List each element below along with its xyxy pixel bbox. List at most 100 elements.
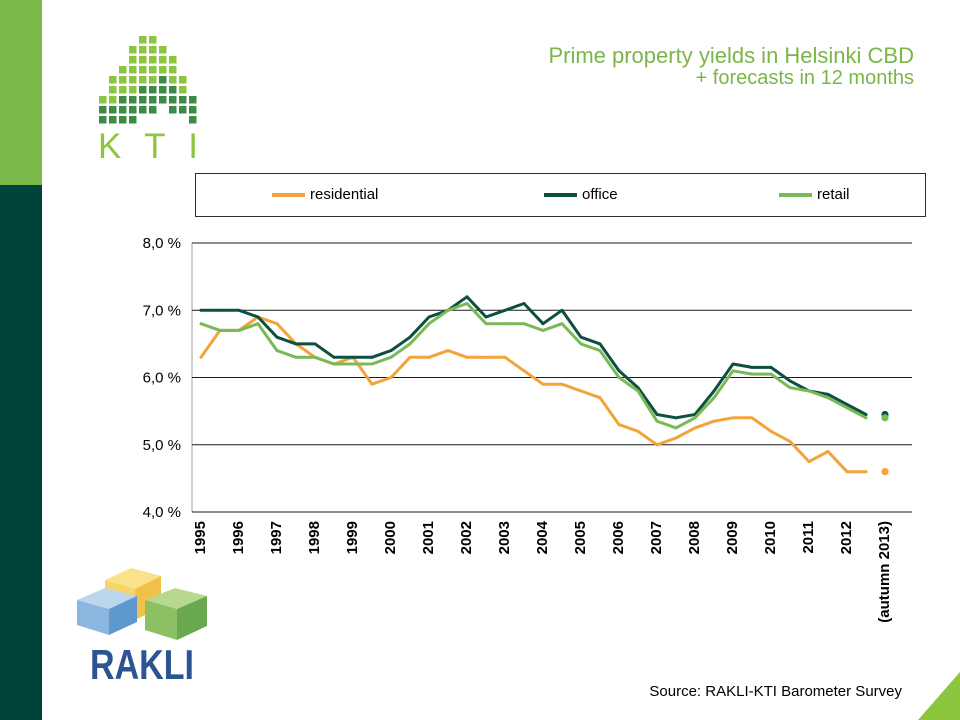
- legend-swatch-residential: [272, 193, 305, 197]
- data-point-residential: [769, 429, 773, 433]
- chart-legend: residential office retail: [195, 173, 926, 217]
- data-point-residential: [522, 369, 526, 373]
- data-point-office: [389, 349, 393, 352]
- data-point-residential: [864, 470, 868, 474]
- data-point-residential: [788, 439, 792, 443]
- line-chart: 8,0 % 7,0 % 6,0 % 5,0 % 4,0 % 1995 1996 1997 199…: [143, 235, 912, 623]
- kti-logo-block: [138, 85, 148, 115]
- data-point-office: [788, 379, 792, 383]
- x-tick-label: 1996: [230, 521, 247, 554]
- data-point-residential: [845, 470, 849, 474]
- series-residential: [199, 315, 889, 476]
- series-office: [199, 295, 889, 420]
- data-point-office: [579, 335, 583, 339]
- data-point-office: [313, 342, 317, 346]
- rakli-cube-blue-icon: [77, 588, 137, 635]
- data-point-residential: [826, 450, 830, 453]
- data-point-retail: [484, 322, 488, 326]
- forecast-point-residential: [881, 468, 889, 476]
- data-point-residential: [446, 349, 450, 352]
- data-point-retail: [427, 322, 431, 326]
- data-point-residential: [712, 419, 716, 423]
- data-point-retail: [693, 416, 697, 420]
- data-point-retail: [446, 308, 450, 312]
- rakli-logo-text: RAKLI: [90, 641, 194, 684]
- series-line-residential: [199, 315, 868, 474]
- legend-item-retail: retail: [779, 174, 850, 216]
- data-point-retail: [617, 376, 621, 379]
- kti-logo-block: [158, 75, 168, 105]
- chart-title: Prime property yields in Helsinki CBD: [548, 43, 914, 68]
- data-point-office: [674, 416, 678, 420]
- data-point-retail: [769, 372, 773, 376]
- data-point-residential: [674, 436, 678, 440]
- legend-item-office: office: [544, 174, 618, 216]
- kti-logo-block: [118, 65, 128, 95]
- data-point-residential: [560, 382, 564, 386]
- data-point-retail: [864, 416, 868, 420]
- data-point-retail: [256, 322, 260, 326]
- chart-plot-area: [199, 295, 889, 476]
- data-point-office: [712, 389, 716, 393]
- x-tick-label: 2009: [724, 521, 741, 554]
- x-tick-label: 2004: [534, 520, 551, 554]
- kti-logo-block: [168, 55, 178, 85]
- data-point-residential: [503, 355, 507, 359]
- data-point-retail: [370, 362, 374, 366]
- data-point-retail: [579, 342, 583, 346]
- data-point-retail: [275, 349, 279, 352]
- data-point-retail: [598, 349, 602, 352]
- data-point-residential: [199, 355, 203, 359]
- data-point-residential: [693, 426, 697, 430]
- data-point-office: [560, 308, 564, 312]
- data-point-residential: [579, 389, 583, 393]
- data-point-residential: [370, 382, 374, 386]
- data-point-retail: [712, 396, 716, 400]
- kti-logo-block: [148, 35, 158, 85]
- data-point-office: [541, 322, 545, 326]
- x-tick-label: 2007: [648, 521, 665, 554]
- data-point-retail: [731, 369, 735, 373]
- data-point-retail: [845, 406, 849, 410]
- source-note: Source: RAKLI-KTI Barometer Survey: [649, 683, 902, 700]
- data-point-retail: [655, 419, 659, 423]
- data-point-office: [598, 342, 602, 346]
- data-point-retail: [351, 362, 355, 366]
- data-point-office: [237, 308, 241, 312]
- x-tick-label: 1997: [268, 521, 285, 554]
- data-point-retail: [560, 322, 564, 326]
- kti-building-icon: [98, 35, 198, 125]
- data-point-residential: [408, 355, 412, 359]
- data-point-residential: [275, 322, 279, 326]
- kti-logo-block: [128, 95, 138, 125]
- kti-logo-block: [178, 95, 188, 115]
- data-point-office: [845, 403, 849, 406]
- data-point-residential: [617, 423, 621, 426]
- kti-logo-block: [108, 75, 118, 105]
- data-point-office: [617, 369, 621, 373]
- legend-label-retail: retail: [817, 186, 850, 203]
- kti-logo-block: [118, 95, 128, 125]
- data-point-office: [294, 342, 298, 346]
- data-point-office: [769, 366, 773, 369]
- kti-logo-block: [168, 85, 178, 115]
- data-point-office: [332, 355, 336, 359]
- legend-swatch-office: [544, 193, 577, 197]
- data-point-office: [199, 308, 203, 312]
- chart-subtitle: + forecasts in 12 months: [695, 67, 914, 89]
- data-point-residential: [636, 429, 640, 433]
- legend-label-office: office: [582, 186, 618, 203]
- side-strip-dark: [0, 185, 42, 720]
- x-tick-label: 1999: [344, 521, 361, 554]
- data-point-retail: [541, 329, 545, 332]
- rakli-logo: RAKLI: [77, 568, 207, 684]
- side-strip-light: [0, 0, 42, 185]
- corner-triangle: [918, 672, 960, 720]
- kti-logo-block: [148, 85, 158, 115]
- data-point-retail: [294, 355, 298, 359]
- series-line-retail: [199, 302, 868, 430]
- data-point-retail: [218, 329, 222, 332]
- kti-logo-block: [108, 105, 118, 125]
- x-tick-label: 2002: [458, 521, 475, 554]
- data-point-retail: [332, 362, 336, 366]
